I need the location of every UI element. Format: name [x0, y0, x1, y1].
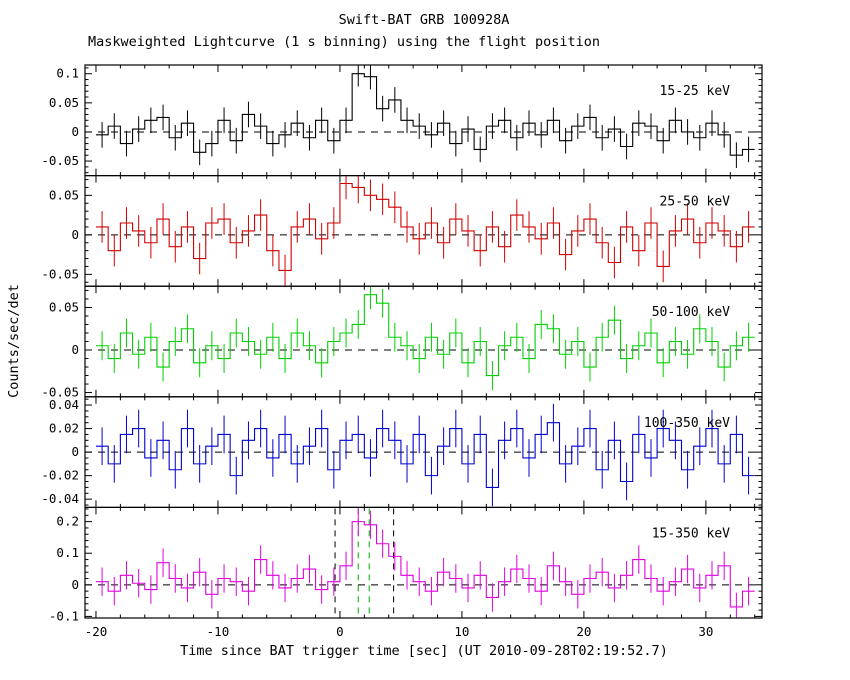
lightcurve-steps	[95, 182, 755, 271]
x-tick-label: 30	[698, 624, 713, 639]
chart-title: Swift-BAT GRB 100928A	[339, 12, 510, 28]
y-tick-label: -0.04	[41, 491, 79, 506]
panel-frame	[84, 506, 763, 619]
x-tick-label: 20	[576, 624, 591, 639]
lightcurve-steps	[95, 422, 755, 488]
y-tick-label: 0	[71, 444, 79, 459]
y-tick-label: -0.1	[49, 608, 79, 623]
x-tick-label: -10	[207, 624, 230, 639]
y-tick-label: 0.05	[49, 299, 79, 314]
panel-15-25-kev: -0.05 0 0.05 0.1 15-25 keV	[41, 64, 763, 177]
band-label: 15-25 keV	[660, 84, 731, 99]
x-tick-label: 10	[454, 624, 469, 639]
y-tick-label: 0.1	[56, 66, 79, 81]
y-tick-label: -0.02	[41, 468, 79, 483]
panels-group: -0.05 0 0.05 0.1 15-25 keV -0.05 0 0.05 25-50 ke…	[41, 64, 763, 639]
lightcurve-steps	[95, 73, 755, 156]
y-tick-label: 0	[71, 342, 79, 357]
panel-50-100-kev: -0.05 0 0.05 50-100 keV	[41, 285, 763, 400]
x-axis-label: Time since BAT trigger time [sec] (UT 20…	[180, 643, 668, 659]
y-tick-label: 0	[71, 227, 79, 242]
y-tick-label: 0.2	[56, 514, 79, 529]
band-label: 15-350 keV	[652, 526, 730, 541]
band-label: 100-350 keV	[644, 416, 730, 431]
y-tick-label: -0.05	[41, 385, 79, 400]
panel-100-350-kev: -0.04 -0.02 0 0.02 0.04 100-350 keV	[41, 396, 763, 508]
y-axis-label: Counts/sec/det	[6, 284, 22, 398]
x-tick-label: -20	[85, 624, 108, 639]
lightcurve-steps	[95, 521, 755, 608]
band-label: 25-50 keV	[660, 195, 731, 210]
panel-frame	[84, 285, 763, 398]
panel-15-350-kev: -0.1 0 0.1 0.2 15-350 keV -20 -10 0 10 20 30	[49, 506, 763, 639]
panel-frame	[84, 175, 763, 287]
lightcurve-steps	[95, 294, 755, 377]
y-tick-label: -0.05	[41, 266, 79, 281]
y-tick-label: 0.05	[49, 187, 79, 202]
band-label: 50-100 keV	[652, 305, 730, 320]
y-tick-label: -0.05	[41, 153, 79, 168]
y-tick-label: 0.05	[49, 95, 79, 110]
y-tick-label: 0.1	[56, 545, 79, 560]
panel-frame	[84, 64, 763, 177]
y-tick-label: 0.04	[49, 397, 79, 412]
y-tick-label: 0	[71, 577, 79, 592]
panel-25-50-kev: -0.05 0 0.05 25-50 keV	[41, 175, 763, 287]
chart-subtitle: Maskweighted Lightcurve (1 s binning) us…	[88, 34, 600, 50]
y-tick-label: 0	[71, 124, 79, 139]
y-tick-label: 0.02	[49, 421, 79, 436]
x-tick-label: 0	[336, 624, 344, 639]
